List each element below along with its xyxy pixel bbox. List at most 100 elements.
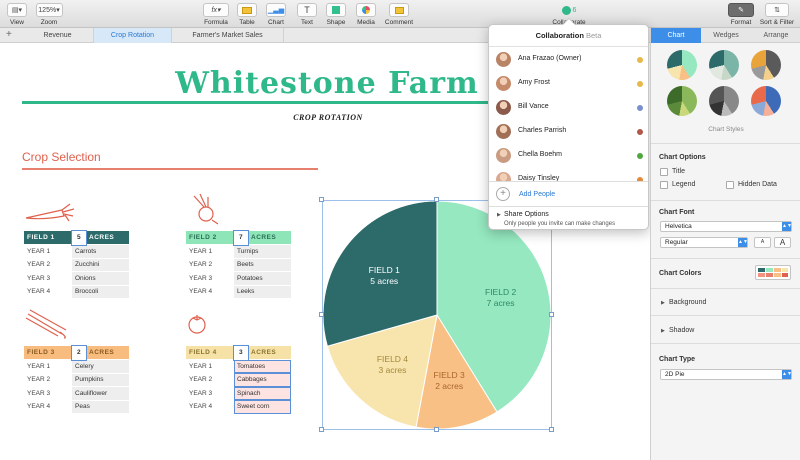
share-options-toggle[interactable]: Share Options xyxy=(504,211,549,218)
table-row[interactable]: YEAR 4 Sweet corn xyxy=(186,400,291,414)
tab-farmers-market-sales[interactable]: Farmer's Market Sales xyxy=(172,28,284,43)
table-row[interactable]: YEAR 3 Cauliflower xyxy=(24,386,129,401)
resize-handle[interactable] xyxy=(319,427,324,432)
resize-handle[interactable] xyxy=(549,427,554,432)
field-3-table[interactable]: FIELD 3 2 ACRES YEAR 1 Celery YEAR 2 Pumpkin… xyxy=(24,345,129,414)
resize-handle[interactable] xyxy=(434,197,439,202)
font-style-select[interactable]: Regular ▲▼ xyxy=(660,237,748,248)
add-sheet-button[interactable]: + xyxy=(6,29,12,40)
table-row[interactable]: YEAR 1 Turnips xyxy=(186,244,291,259)
field-4-table[interactable]: FIELD 4 3 ACRES YEAR 1 Tomatoes YEAR 2 Cabba… xyxy=(186,345,291,414)
chevron-down-icon: ▲▼ xyxy=(782,222,792,231)
collaborator-row[interactable]: Bill Vance xyxy=(489,95,648,119)
document-canvas: Whitestone Farm CROP ROTATION Crop Selec… xyxy=(0,44,650,460)
divider xyxy=(651,288,800,289)
section-title[interactable]: Crop Selection xyxy=(22,150,101,164)
zoom-menu[interactable]: 125% ▾ Zoom xyxy=(35,3,63,26)
chart-style-swatch[interactable] xyxy=(751,50,781,80)
view-menu[interactable]: ▤▾ View xyxy=(6,3,28,26)
disclosure-triangle-icon[interactable]: ▶ xyxy=(497,212,501,218)
pie-slice-field-3[interactable] xyxy=(415,313,498,430)
chart-type-value: 2D Pie xyxy=(665,371,685,378)
field-name: FIELD 4 xyxy=(186,346,234,360)
table-row[interactable]: YEAR 4 Leeks xyxy=(186,285,291,299)
chart-style-swatch[interactable] xyxy=(751,86,781,116)
collaborator-row[interactable]: Chella Boehm xyxy=(489,143,648,167)
add-people-button[interactable]: Add People xyxy=(519,191,556,198)
sort-filter-button[interactable]: ⇅ Sort & Filter xyxy=(757,3,797,26)
resize-handle[interactable] xyxy=(549,312,554,317)
pie-slice-field-4[interactable] xyxy=(326,314,438,428)
table-row[interactable]: YEAR 3 Spinach xyxy=(186,386,291,401)
hidden-data-checkbox[interactable] xyxy=(726,181,734,189)
beta-label: Beta xyxy=(586,31,602,40)
disclosure-triangle-icon[interactable]: ▶ xyxy=(661,300,665,306)
shape-button[interactable]: Shape xyxy=(325,3,347,26)
collaborator-list: Ana Frazao (Owner) Amy Frost Bill Vance Cha… xyxy=(489,25,648,181)
collaborate-icon xyxy=(561,5,571,15)
font-family-select[interactable]: Helvetica ▲▼ xyxy=(660,221,792,232)
acres-value: 7 xyxy=(233,230,249,246)
tab-revenue[interactable]: Revenue xyxy=(22,28,94,43)
pie-slice-field-2[interactable] xyxy=(436,200,552,413)
tab-chart[interactable]: Chart xyxy=(651,28,701,43)
add-people-icon[interactable]: + xyxy=(496,187,510,201)
tab-wedges[interactable]: Wedges xyxy=(713,32,739,39)
slice-category-label: FIELD 2 xyxy=(485,287,516,297)
chart-style-swatch[interactable] xyxy=(667,86,697,116)
resize-handle[interactable] xyxy=(319,197,324,202)
chart-style-swatch[interactable] xyxy=(709,86,739,116)
page-subtitle[interactable]: CROP ROTATION xyxy=(293,113,363,122)
sheet-tabs: + Revenue Crop Rotation Farmer's Market … xyxy=(0,28,650,43)
collaborator-row[interactable]: Charles Parrish xyxy=(489,119,648,143)
chart-style-swatch[interactable] xyxy=(709,50,739,80)
tab-crop-rotation[interactable]: Crop Rotation xyxy=(94,28,172,43)
share-options-description: Only people you invite can make changes xyxy=(504,221,616,227)
text-button[interactable]: T Text xyxy=(296,3,318,26)
table-row[interactable]: YEAR 3 Onions xyxy=(24,271,129,286)
table-row[interactable]: YEAR 2 Cabbages xyxy=(186,373,291,387)
collaborator-row[interactable]: Ana Frazao (Owner) xyxy=(489,47,648,71)
chart-colors-swatch[interactable] xyxy=(755,265,791,280)
table-row[interactable]: YEAR 1 Celery xyxy=(24,359,129,374)
formula-button[interactable]: fx ▾ Formula xyxy=(203,3,229,26)
divider xyxy=(651,143,800,144)
chart-type-select[interactable]: 2D Pie ▲▼ xyxy=(660,369,792,380)
table-row[interactable]: YEAR 3 Potatoes xyxy=(186,271,291,286)
collaborator-row[interactable]: Daisy Tinsley xyxy=(489,167,648,181)
table-row[interactable]: YEAR 2 Zucchini xyxy=(24,258,129,272)
page-title[interactable]: Whitestone Farm xyxy=(175,66,479,101)
decrease-font-button[interactable]: A xyxy=(754,237,771,248)
table-row[interactable]: YEAR 2 Beets xyxy=(186,258,291,272)
table-row[interactable]: YEAR 4 Peas xyxy=(24,400,129,414)
tab-arrange[interactable]: Arrange xyxy=(763,32,789,39)
chart-style-swatch[interactable] xyxy=(667,50,697,80)
comment-button[interactable]: Comment xyxy=(384,3,414,26)
format-button[interactable]: ✎ Format xyxy=(727,3,755,26)
celery-icon xyxy=(25,309,67,339)
divider xyxy=(489,206,648,207)
table-row[interactable]: YEAR 2 Pumpkins xyxy=(24,373,129,387)
legend-checkbox[interactable] xyxy=(660,181,668,189)
field-1-table[interactable]: FIELD 1 5 ACRES YEAR 1 Carrots YEAR 2 Zucchi… xyxy=(24,230,129,299)
title-checkbox[interactable] xyxy=(660,168,668,176)
increase-font-button[interactable]: A xyxy=(774,237,791,248)
resize-handle[interactable] xyxy=(434,427,439,432)
pie-slice-field-1[interactable] xyxy=(322,200,438,347)
background-section-toggle[interactable]: Background xyxy=(669,299,707,306)
table-button[interactable]: Table xyxy=(236,3,258,26)
section-divider xyxy=(22,168,318,170)
field-2-table[interactable]: FIELD 2 7 ACRES YEAR 1 Turnips YEAR 2 Beets … xyxy=(186,230,291,299)
table-row[interactable]: YEAR 1 Tomatoes xyxy=(186,359,291,374)
table-row[interactable]: YEAR 4 Broccoli xyxy=(24,285,129,299)
chart-button[interactable]: ▁▃▅ Chart xyxy=(265,3,287,26)
divider xyxy=(489,181,648,182)
disclosure-triangle-icon[interactable]: ▶ xyxy=(661,328,665,334)
resize-handle[interactable] xyxy=(319,312,324,317)
shadow-section-toggle[interactable]: Shadow xyxy=(669,327,695,334)
collaborator-row[interactable]: Amy Frost xyxy=(489,71,648,95)
table-row[interactable]: YEAR 1 Carrots xyxy=(24,244,129,259)
divider xyxy=(651,315,800,316)
media-button[interactable]: Media xyxy=(355,3,377,26)
